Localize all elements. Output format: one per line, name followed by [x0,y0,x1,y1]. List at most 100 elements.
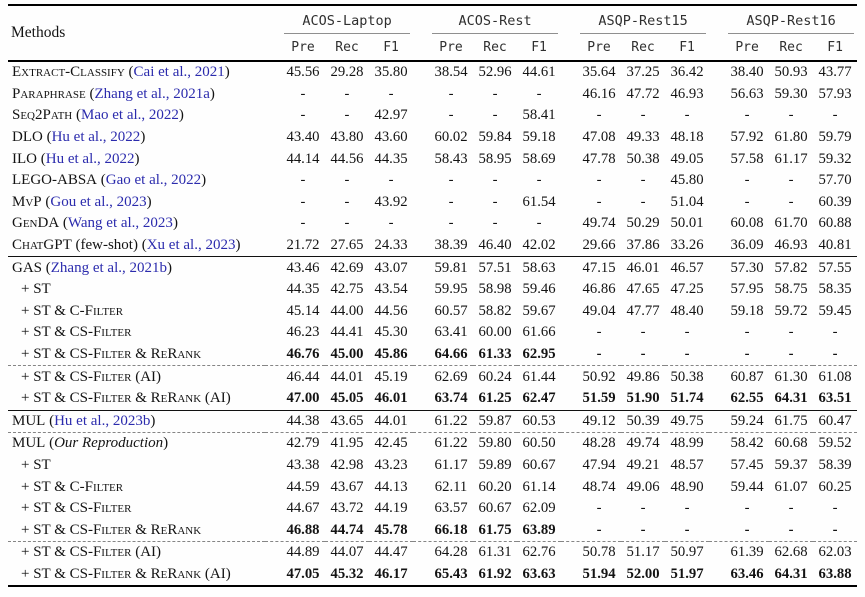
method-label-part: ( [41,193,51,210]
metric-value-cell: 57.30 [709,256,770,279]
table-row: MUL (Hu et al., 2023b) 44.38 43.65 44.01 61.… [8,409,858,433]
metric-value-cell: 44.38 [265,409,325,433]
metric-value-cell: 59.37 [774,456,808,473]
metric-value-cell: 51.94 [582,565,616,582]
metric-value-cell: 60.67 [478,500,512,517]
metric-value-cell: 46.17 [374,565,408,582]
metric-value-cell: 33.26 [670,237,704,254]
metric-value-cell: 45.56 [286,64,320,81]
citation-link[interactable]: Hu et al., 2023b [54,412,151,429]
metric-value-cell: 63.57 [434,500,468,517]
metric-value-cell: 57.70 [818,172,852,189]
metric-value-cell: 46.57 [665,256,710,279]
method-label-part: Our Reproduction [54,435,164,452]
method-cell: Paraphrase (Zhang et al., 2021a) [8,84,265,106]
metric-value-cell: 41.95 [325,432,369,455]
metric-value-cell: 47.08 [582,129,616,146]
metric-value-cell: 44.35 [286,281,320,298]
metric-value-cell: 38.39 [434,237,468,254]
metric-value-cell: 45.86 [374,346,408,363]
metric-value-cell: 50.01 [670,215,704,232]
metric-value-cell: 60.53 [517,409,562,433]
citation-link[interactable]: Hu et al., 2022 [45,150,135,167]
metric-value-cell: 60.67 [522,456,556,473]
metric-value-cell: 27.65 [330,237,364,254]
method-cell: GAS (Zhang et al., 2021b) [8,256,265,279]
metric-value-cell: 46.93 [670,85,704,102]
metric-value-cell: 62.47 [522,390,556,407]
metric-value-cell: 46.40 [478,237,512,254]
metric-value-cell: 37.25 [626,64,660,81]
metric-value-cell: 44.00 [330,302,364,319]
citation-link[interactable]: Cai et al., 2021 [133,64,225,81]
metric-value-cell: 48.74 [582,478,616,495]
metric-value-cell: 48.57 [670,456,704,473]
metric-value-cell: - [788,107,794,124]
dataset-group-label: ASQP-Rest16 [728,13,855,34]
metric-value-cell: 59.95 [434,281,468,298]
metric-value-cell: 35.64 [582,64,616,81]
metric-value-cell: 58.63 [517,256,562,279]
method-label-part: + ST & CS-Filter [21,324,132,341]
metric-value-cell: 47.77 [626,302,660,319]
citation-link[interactable]: Gou et al., 2023 [50,193,147,210]
metric-value-cell: 48.99 [665,432,710,455]
metric-value-cell: 47.25 [670,281,704,298]
method-label-part: + ST & C-Filter [21,302,124,319]
metric-value-cell: 44.61 [522,64,556,81]
method-cell: Extract-Classify (Cai et al., 2021) [8,61,265,84]
metric-value-cell: 57.93 [818,85,852,102]
method-label-part: + ST [21,456,51,473]
metric-value-cell: - [744,521,750,538]
citation-link[interactable]: Zhang et al., 2021a [94,85,210,102]
metric-value-cell: 51.74 [670,390,704,407]
metric-column-header: Rec [335,39,359,55]
metric-column-header: F1 [827,39,843,55]
table-row: + ST & CS-Filter (AI) 44.89 44.07 44.47 64.2… [8,541,858,564]
metric-value-cell: 49.86 [621,365,666,388]
citation-link[interactable]: Zhang et al., 2021b [50,259,167,276]
method-label-part: ChatGPT [12,237,72,254]
metric-column-header: Rec [631,39,655,55]
metric-value-cell: 63.63 [522,565,556,582]
metric-value-cell: 63.74 [434,390,468,407]
table-row: Extract-Classify (Cai et al., 2021) 45.56… [8,61,857,84]
metric-value-cell: 45.19 [369,365,414,388]
metric-value-cell: 59.18 [730,302,764,319]
metric-value-cell: - [596,521,602,538]
metric-value-cell: 46.88 [286,521,320,538]
table-row: LEGO-ABSA (Gao et al., 2022) - - - - - - - - 45.8… [8,170,857,192]
metric-column-header: F1 [383,39,399,55]
metric-column-header: F1 [531,39,547,55]
metric-value-cell: 62.09 [522,500,556,517]
method-label-part: DLO [12,129,43,146]
metric-value-cell: - [344,107,350,124]
metric-value-cell: - [300,172,306,189]
citation-link[interactable]: Mao et al., 2022 [81,107,179,124]
metric-value-cell: - [596,500,602,517]
metric-value-cell: 51.04 [670,193,704,210]
metric-value-cell: 49.74 [621,432,666,455]
metric-value-cell: 45.05 [330,390,364,407]
metric-value-cell: 63.88 [818,565,852,582]
metric-value-cell: 59.72 [774,302,808,319]
method-label-part: ( [42,259,51,276]
table-row: + ST & CS-Filter & ReRank 46.88 44.74 45.78… [8,519,857,541]
metric-value-cell: 46.86 [582,281,616,298]
citation-link[interactable]: Wang et al., 2023 [67,215,173,232]
table-row: ILO (Hu et al., 2022) 44.14 44.56 44.35 58.4… [8,148,857,170]
citation-link[interactable]: Gao et al., 2022 [105,172,202,189]
citation-link[interactable]: Xu et al., 2023 [146,237,236,254]
method-cell: + ST & CS-Filter [8,322,265,344]
metric-value-cell: 47.05 [286,565,320,582]
method-cell: + ST & C-Filter [8,476,265,498]
metric-value-cell: 51.90 [626,390,660,407]
metric-value-cell: 51.97 [670,565,704,582]
metric-value-cell: 50.38 [626,150,660,167]
metric-value-cell: 44.74 [330,521,364,538]
metric-value-cell: 60.47 [813,409,858,433]
method-cell: + ST [8,279,265,301]
metric-value-cell: 60.08 [730,215,764,232]
metric-value-cell: 35.80 [374,64,408,81]
citation-link[interactable]: Hu et al., 2022 [51,129,141,146]
